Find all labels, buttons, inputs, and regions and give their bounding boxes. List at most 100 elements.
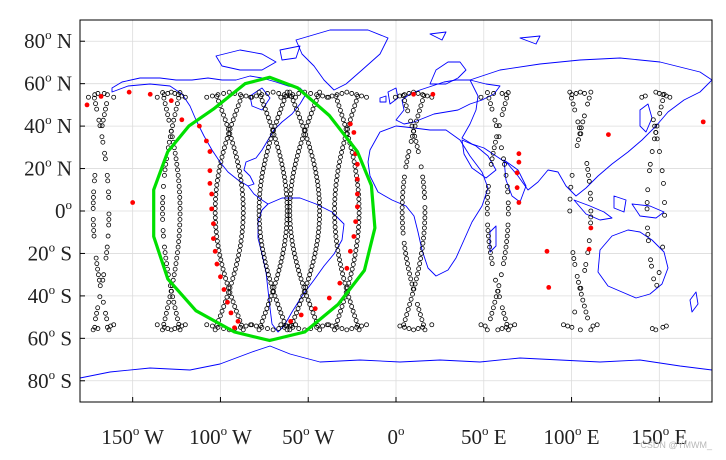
track-point-177 xyxy=(237,248,242,253)
track-point-735 xyxy=(405,154,411,160)
track-point-216 xyxy=(232,304,238,309)
track-point-484 xyxy=(294,263,300,269)
track-point-121 xyxy=(161,233,166,239)
track-point-429 xyxy=(311,255,317,261)
track-point-464 xyxy=(294,106,299,112)
coast-arabia xyxy=(461,139,497,179)
track-point-924 xyxy=(654,123,660,129)
track-point-621 xyxy=(332,206,337,211)
red-point-5 xyxy=(179,117,185,123)
track-point-398 xyxy=(270,89,276,95)
track-point-725 xyxy=(399,210,405,216)
track-point-668 xyxy=(407,301,413,307)
track-point-721 xyxy=(400,230,406,236)
track-point-923 xyxy=(653,130,659,135)
track-point-30 xyxy=(100,299,106,305)
track-point-708 xyxy=(417,312,423,317)
track-point-188 xyxy=(240,196,246,202)
track-point-632 xyxy=(338,154,343,160)
track-point-883 xyxy=(580,119,586,125)
red-point-48 xyxy=(606,132,611,138)
y-tick-label-4: 0o xyxy=(55,197,72,223)
track-point-706 xyxy=(421,322,426,328)
track-point-468 xyxy=(287,89,293,95)
track-point-578 xyxy=(353,168,359,174)
track-point-665 xyxy=(402,317,408,323)
track-point-469 xyxy=(317,327,323,333)
track-point-461 xyxy=(298,119,304,125)
track-point-535 xyxy=(278,322,284,328)
track-point-399 xyxy=(276,91,282,96)
track-point-689 xyxy=(421,189,427,195)
track-point-165 xyxy=(221,304,227,309)
track-point-175 xyxy=(235,257,241,263)
track-point-631 xyxy=(337,159,342,165)
track-point-935 xyxy=(667,94,673,100)
track-point-251 xyxy=(223,140,229,146)
red-point-27 xyxy=(354,191,360,197)
track-point-31 xyxy=(97,283,103,289)
track-point-750 xyxy=(406,91,412,96)
track-point-91 xyxy=(175,172,181,178)
track-point-244 xyxy=(215,173,221,179)
track-point-7 xyxy=(103,255,109,261)
track-point-557 xyxy=(349,266,355,272)
track-point-889 xyxy=(573,91,579,96)
track-point-757 xyxy=(402,324,407,330)
track-point-295 xyxy=(277,263,283,269)
track-point-710 xyxy=(415,301,420,307)
track-point-839 xyxy=(508,323,513,329)
track-point-687 xyxy=(422,205,428,211)
track-point-425 xyxy=(307,272,313,278)
track-point-730 xyxy=(400,184,406,190)
track-point-728 xyxy=(400,195,405,200)
track-point-875 xyxy=(567,208,573,214)
red-point-6 xyxy=(196,123,202,129)
track-point-688 xyxy=(422,195,427,200)
red-point-47 xyxy=(546,285,552,290)
track-point-41 xyxy=(90,206,96,211)
track-point-717 xyxy=(404,256,409,261)
track-point-382 xyxy=(268,136,274,142)
track-point-937 xyxy=(653,327,659,333)
track-point-90 xyxy=(176,178,182,184)
track-point-709 xyxy=(416,307,422,312)
track-point-792 xyxy=(489,106,495,112)
track-point-482 xyxy=(297,272,303,278)
track-point-205 xyxy=(222,117,228,123)
track-point-772 xyxy=(501,261,506,267)
track-point-174 xyxy=(234,262,239,267)
track-point-915 xyxy=(645,225,650,231)
track-point-812 xyxy=(484,211,490,217)
track-point-13 xyxy=(106,211,112,217)
track-point-419 xyxy=(298,297,304,303)
track-point-655 xyxy=(324,322,330,328)
track-point-142 xyxy=(176,95,182,101)
track-point-749 xyxy=(402,92,407,98)
red-point-36 xyxy=(298,312,304,318)
track-point-375 xyxy=(260,166,266,171)
track-point-649 xyxy=(339,91,345,96)
track-point-707 xyxy=(419,317,425,323)
track-point-81 xyxy=(177,228,182,233)
track-point-611 xyxy=(336,252,342,258)
y-tick-label-3: 20o N xyxy=(24,155,72,181)
track-point-246 xyxy=(217,164,223,169)
track-point-54 xyxy=(95,91,101,96)
track-point-601 xyxy=(347,299,353,305)
track-point-595 xyxy=(356,327,362,333)
track-point-859 xyxy=(572,107,578,113)
track-point-886 xyxy=(586,95,592,101)
track-point-850 xyxy=(588,196,594,202)
track-point-247 xyxy=(218,159,224,165)
red-point-19 xyxy=(225,299,230,305)
track-point-203 xyxy=(225,126,231,132)
track-point-546 xyxy=(335,318,340,323)
track-point-858 xyxy=(575,119,581,125)
track-point-152 xyxy=(154,322,160,328)
track-point-39 xyxy=(91,222,96,228)
track-point-38 xyxy=(91,228,97,233)
track-point-887 xyxy=(588,89,594,95)
track-point-526 xyxy=(278,94,284,100)
track-point-699 xyxy=(409,123,415,129)
